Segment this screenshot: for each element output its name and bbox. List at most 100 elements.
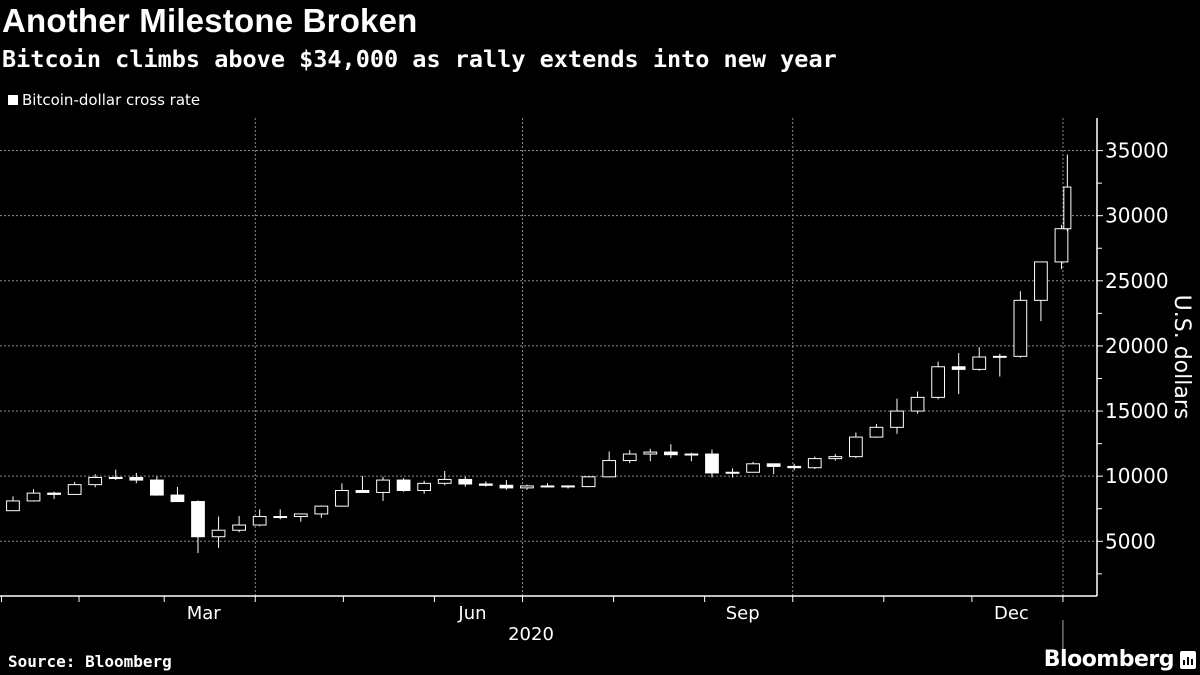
candle-body [88,476,103,486]
candle-body [376,479,390,493]
candle [807,456,822,470]
candle [869,424,884,438]
candle-body [684,453,699,456]
candle [1054,224,1069,270]
candle-body [643,451,658,455]
candle [746,461,760,473]
candle-body [663,451,678,456]
x-tick-label: Sep [726,603,760,624]
candle-body [67,484,82,495]
candle [992,353,1007,377]
candle [663,444,678,458]
candle-body [951,366,966,370]
candle [581,476,596,488]
legend: Bitcoin-dollar cross rate [8,91,200,109]
candle-body [478,483,493,486]
candle [129,472,144,484]
candle-body [6,500,20,512]
chart-title: Another Milestone Broken [2,2,418,39]
candle-body [890,410,904,428]
y-tick-label: 25000 [1105,269,1169,293]
candle [211,516,226,548]
candle [520,484,534,490]
candle [1013,291,1028,358]
candle [972,347,987,371]
candle [478,481,493,487]
candle [108,469,123,481]
candle [540,483,555,488]
candle-body [150,479,164,496]
candle-body [992,355,1007,358]
candle [643,448,658,462]
candles [6,154,1072,554]
candle-body [972,356,987,370]
bloomberg-logo: Bloomberg [1044,647,1196,672]
candle [396,478,411,492]
candle [252,509,267,527]
candle-body [931,366,945,398]
candle-body [273,516,288,519]
x-tick-label: Jun [457,603,486,624]
candle [931,361,945,400]
candle-body [335,490,349,507]
candle-body [849,436,863,458]
candle-body [252,516,267,526]
candle-body [1063,186,1072,230]
y-tick-label: 30000 [1105,204,1169,228]
candle-body [1013,299,1028,357]
candle [705,449,719,478]
candle [314,505,329,518]
candle [150,476,164,496]
candle-body [910,396,925,412]
y-tick-label: 20000 [1105,334,1169,358]
candle [355,476,370,493]
candle [787,463,802,471]
y-axis-label: U.S. dollars [1169,295,1194,420]
candle [170,486,185,503]
candle [6,496,20,512]
candle-body [170,494,185,503]
candle [684,452,699,462]
legend-label: Bitcoin-dollar cross rate [22,91,201,109]
axes: 5000 10000 15000 20000 25000 30000 35000 Mar Jun… [0,118,1169,650]
candle [602,451,617,478]
candle-body [622,453,637,462]
candle [1034,261,1048,322]
y-tick-label: 5000 [1105,529,1156,553]
candle [458,476,473,487]
candle-body [787,465,802,469]
candle-body [540,485,555,488]
candle [828,454,843,461]
y-tick-label: 10000 [1105,464,1169,488]
candle [417,480,432,494]
candle [951,353,966,395]
candle [47,491,61,499]
candle-body [807,458,822,469]
chart-subtitle: Bitcoin climbs above $34,000 as rally ex… [2,45,837,73]
candle-body [129,476,144,481]
candle [191,500,205,554]
candle [437,470,452,486]
candle [232,515,246,533]
candle-body [47,492,61,495]
candle [1063,154,1072,232]
candle [88,474,103,488]
candle-body [417,482,432,492]
year-label: 2020 [508,624,554,645]
y-tick-label: 15000 [1105,399,1169,423]
x-tick-label: Mar [187,603,222,624]
candle-body [561,485,575,488]
candle-body [1034,261,1048,301]
candle [622,450,637,464]
candle [26,489,41,502]
y-tick-label: 35000 [1105,139,1169,163]
candle-body [869,426,884,438]
candle-body [725,471,740,474]
legend-swatch [8,95,18,105]
candle-body [499,484,514,489]
candle-body [191,501,205,538]
candle-body [1054,228,1069,263]
candle-body [458,478,473,485]
candle-body [211,529,226,538]
